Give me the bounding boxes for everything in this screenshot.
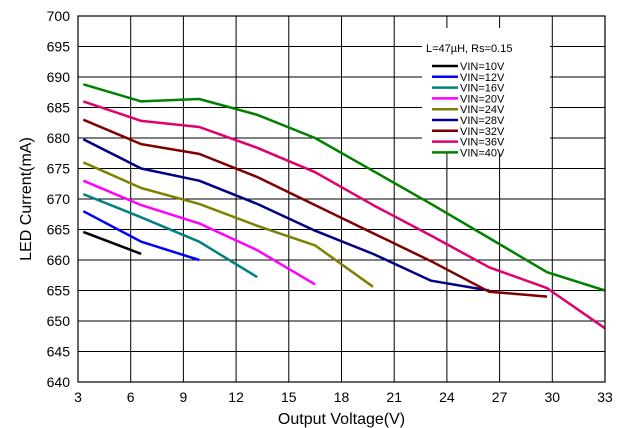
y-tick-label: 680 <box>47 130 71 146</box>
legend: L=47µH, Rs=0.15 VIN=10VVIN=12VVIN=16VVIN… <box>422 28 550 159</box>
y-tick-label: 665 <box>47 222 71 238</box>
series-line-vin-16v <box>82 192 258 279</box>
y-tick-label: 685 <box>47 100 71 116</box>
x-tick-label: 9 <box>180 389 188 405</box>
y-tick-label: 700 <box>47 8 71 24</box>
legend-title: L=47µH, Rs=0.15 <box>426 43 512 55</box>
x-tick-label: 24 <box>439 389 455 405</box>
legend-entry: VIN=32V <box>460 126 505 138</box>
series-line-vin-24v <box>82 161 374 288</box>
series-line-vin-12v <box>82 210 200 262</box>
legend-entry: VIN=36V <box>460 137 505 149</box>
x-tick-label: 6 <box>127 389 135 405</box>
legend-entry: VIN=12V <box>460 72 505 84</box>
y-tick-label: 675 <box>47 161 71 177</box>
x-axis-ticks: 3 6 9 12 15 18 21 24 27 30 33 <box>74 389 613 405</box>
y-axis-label: LED Current(mA) <box>18 137 35 261</box>
series-line-vin-28v <box>82 138 490 292</box>
x-axis-label: Output Voltage(V) <box>278 411 405 428</box>
x-tick-label: 21 <box>386 389 402 405</box>
x-tick-label: 12 <box>228 389 244 405</box>
y-tick-label: 660 <box>47 252 71 268</box>
y-tick-label: 655 <box>47 283 71 299</box>
series-lines <box>82 83 606 330</box>
plot-frame <box>77 15 606 383</box>
x-tick-label: 27 <box>492 389 508 405</box>
legend-entry: VIN=40V <box>460 147 505 159</box>
y-tick-label: 670 <box>47 191 71 207</box>
y-tick-label: 695 <box>47 39 71 55</box>
legend-entry: VIN=16V <box>460 83 505 95</box>
y-tick-label: 690 <box>47 69 71 85</box>
series-line-vin-10v <box>82 230 142 256</box>
x-tick-label: 3 <box>74 389 82 405</box>
legend-entry: VIN=24V <box>460 104 505 116</box>
legend-entry: VIN=28V <box>460 115 505 127</box>
y-axis-ticks: 640 645 650 655 660 665 670 675 680 685 690 695 700 <box>47 8 71 390</box>
x-tick-label: 30 <box>545 389 561 405</box>
x-tick-label: 33 <box>597 389 613 405</box>
y-tick-label: 650 <box>47 313 71 329</box>
x-tick-label: 18 <box>334 389 350 405</box>
legend-entry: VIN=20V <box>460 93 505 105</box>
series-line-vin-40v <box>82 83 606 292</box>
legend-entry: VIN=10V <box>460 61 505 73</box>
series-line-vin-32v <box>82 118 548 298</box>
series-line-vin-20v <box>82 179 316 286</box>
x-tick-label: 15 <box>281 389 297 405</box>
y-tick-label: 640 <box>47 374 71 390</box>
series-line-vin-36v <box>82 100 606 330</box>
legend-box <box>422 28 550 154</box>
y-tick-label: 645 <box>47 344 71 360</box>
